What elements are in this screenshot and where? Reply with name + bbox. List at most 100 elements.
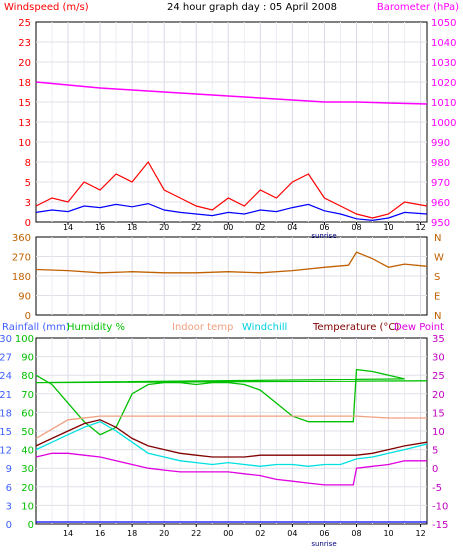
- x-tick-label: 06: [319, 223, 329, 232]
- y-tick-label-rainfall: 27: [0, 353, 12, 364]
- y-tick-label-rainfall: 12: [0, 446, 12, 457]
- y-tick-label-rainfall: 9: [6, 464, 12, 475]
- y-tick-label-rainfall: 3: [6, 501, 12, 512]
- y-tick-label-compass: W: [434, 253, 444, 264]
- y-tick-label-humidity: 50: [21, 427, 34, 438]
- x-tick-label: 00: [223, 223, 233, 232]
- y-tick-label-rainfall: 0: [6, 520, 12, 531]
- y-tick-label-direction: 270: [12, 253, 31, 264]
- y-tick-label-compass: E: [434, 292, 440, 303]
- x-tick-label: 16: [95, 529, 105, 538]
- y-tick-label-barometer: 1010: [431, 98, 456, 109]
- y-tick-label-windspeed: 15: [18, 98, 31, 109]
- legend-windchill: Windchill: [242, 322, 287, 333]
- graph-title: 24 hour graph day : 05 April 2008: [167, 2, 337, 13]
- series-windchill: [35, 420, 428, 467]
- y-tick-label-humidity: 30: [21, 464, 34, 475]
- x-tick-label: 22: [191, 529, 201, 538]
- y-tick-label-windspeed: 10: [18, 138, 31, 149]
- y-tick-label-rainfall: 15: [0, 427, 12, 438]
- y-tick-label-barometer: 980: [431, 158, 450, 169]
- legend-humidity: Humidity %: [67, 322, 125, 333]
- y-tick-label-direction: 0: [25, 311, 31, 322]
- y-tick-label-temperature: -5: [432, 483, 442, 494]
- y-tick-label-direction: 180: [12, 272, 31, 283]
- y-tick-label-humidity: 100: [15, 334, 34, 345]
- y-tick-label-windspeed: 3: [25, 198, 31, 209]
- x-tick-label: 00: [223, 529, 233, 538]
- y-tick-label-windspeed: 5: [25, 178, 31, 189]
- x-tick-label: 18: [127, 529, 137, 538]
- y-tick-label-barometer: 1030: [431, 58, 456, 69]
- y-tick-label-compass: N: [434, 311, 441, 322]
- x-tick-label: 18: [127, 223, 137, 232]
- series-indoor-temp: [35, 415, 427, 439]
- y-tick-label-humidity: 70: [21, 390, 34, 401]
- y-tick-label-temperature: 25: [432, 371, 445, 382]
- y-tick-label-humidity: 60: [21, 408, 34, 419]
- series-wind-average: [35, 202, 428, 222]
- x-tick-label: 22: [191, 223, 201, 232]
- y-tick-label-temperature: 5: [432, 446, 438, 457]
- series-barometer-hpa-: [35, 81, 428, 105]
- x-tick-label: 06: [319, 529, 329, 538]
- y-tick-label-temperature: 30: [432, 353, 445, 364]
- legend-indoor-temp: Indoor temp: [172, 322, 233, 333]
- chart-series: [35, 81, 428, 523]
- x-tick-label: 08: [351, 529, 361, 538]
- y-tick-label-windspeed: 13: [18, 118, 31, 129]
- y-tick-label-barometer: 1040: [431, 38, 456, 49]
- y-tick-label-temperature: -10: [432, 501, 448, 512]
- y-tick-label-humidity: 0: [28, 520, 34, 531]
- y-tick-label-barometer: 1050: [431, 18, 456, 29]
- series-temperature-c-: [35, 419, 428, 458]
- y-tick-label-barometer: 1020: [431, 78, 456, 89]
- x-tick-label: 02: [255, 529, 265, 538]
- y-tick-label-barometer: 950: [431, 218, 450, 229]
- y-tick-label-windspeed: 23: [18, 38, 31, 49]
- series-dew-point: [35, 452, 427, 486]
- y-tick-label-temperature: 20: [432, 390, 445, 401]
- y-tick-label-temperature: 35: [432, 334, 445, 345]
- x-tick-label: 10: [383, 223, 393, 232]
- x-tick-label: 20: [159, 223, 169, 232]
- y-tick-label-humidity: 90: [21, 353, 34, 364]
- x-tick-label: 02: [255, 223, 265, 232]
- series-wind-direction: [35, 251, 428, 274]
- y-tick-label-direction: 360: [12, 233, 31, 244]
- y-tick-label-rainfall: 18: [0, 408, 12, 419]
- x-tick-label: 14: [63, 529, 73, 538]
- series-wind-gust: [35, 160, 428, 219]
- series-humidity-: [35, 368, 428, 436]
- y-tick-label-direction: 90: [18, 292, 31, 303]
- y-tick-label-rainfall: 6: [6, 483, 12, 494]
- x-tick-label: 16: [95, 223, 105, 232]
- y-tick-label-windspeed: 0: [25, 218, 31, 229]
- x-tick-label: 04: [287, 223, 297, 232]
- y-tick-label-temperature: 0: [432, 464, 438, 475]
- x-tick-label: 12: [415, 223, 425, 232]
- y-tick-label-humidity: 20: [21, 483, 34, 494]
- y-tick-label-temperature: 10: [432, 427, 445, 438]
- y-tick-label-temperature: -15: [432, 520, 448, 531]
- y-tick-label-barometer: 970: [431, 178, 450, 189]
- y-tick-label-barometer: 1000: [431, 118, 456, 129]
- sunrise-label-top: sunrise: [311, 232, 336, 240]
- y-tick-label-windspeed: 20: [18, 58, 31, 69]
- axis-tick-labels: 1414161618182020222200000202040406060808…: [0, 18, 456, 538]
- y-tick-label-humidity: 10: [21, 501, 34, 512]
- x-tick-label: 04: [287, 529, 297, 538]
- x-tick-label: 20: [159, 529, 169, 538]
- y-tick-label-rainfall: 30: [0, 334, 12, 345]
- x-tick-label: 12: [415, 529, 425, 538]
- windspeed-axis-title: Windspeed (m/s): [4, 2, 89, 13]
- y-tick-label-compass: N: [434, 233, 441, 244]
- y-tick-label-windspeed: 25: [18, 18, 31, 29]
- x-tick-label: 14: [63, 223, 73, 232]
- y-tick-label-windspeed: 8: [25, 158, 31, 169]
- barometer-axis-title: Barometer (hPa): [377, 2, 459, 13]
- direction-panel-grid: [36, 237, 427, 315]
- y-tick-label-windspeed: 18: [18, 78, 31, 89]
- y-tick-label-rainfall: 24: [0, 371, 12, 382]
